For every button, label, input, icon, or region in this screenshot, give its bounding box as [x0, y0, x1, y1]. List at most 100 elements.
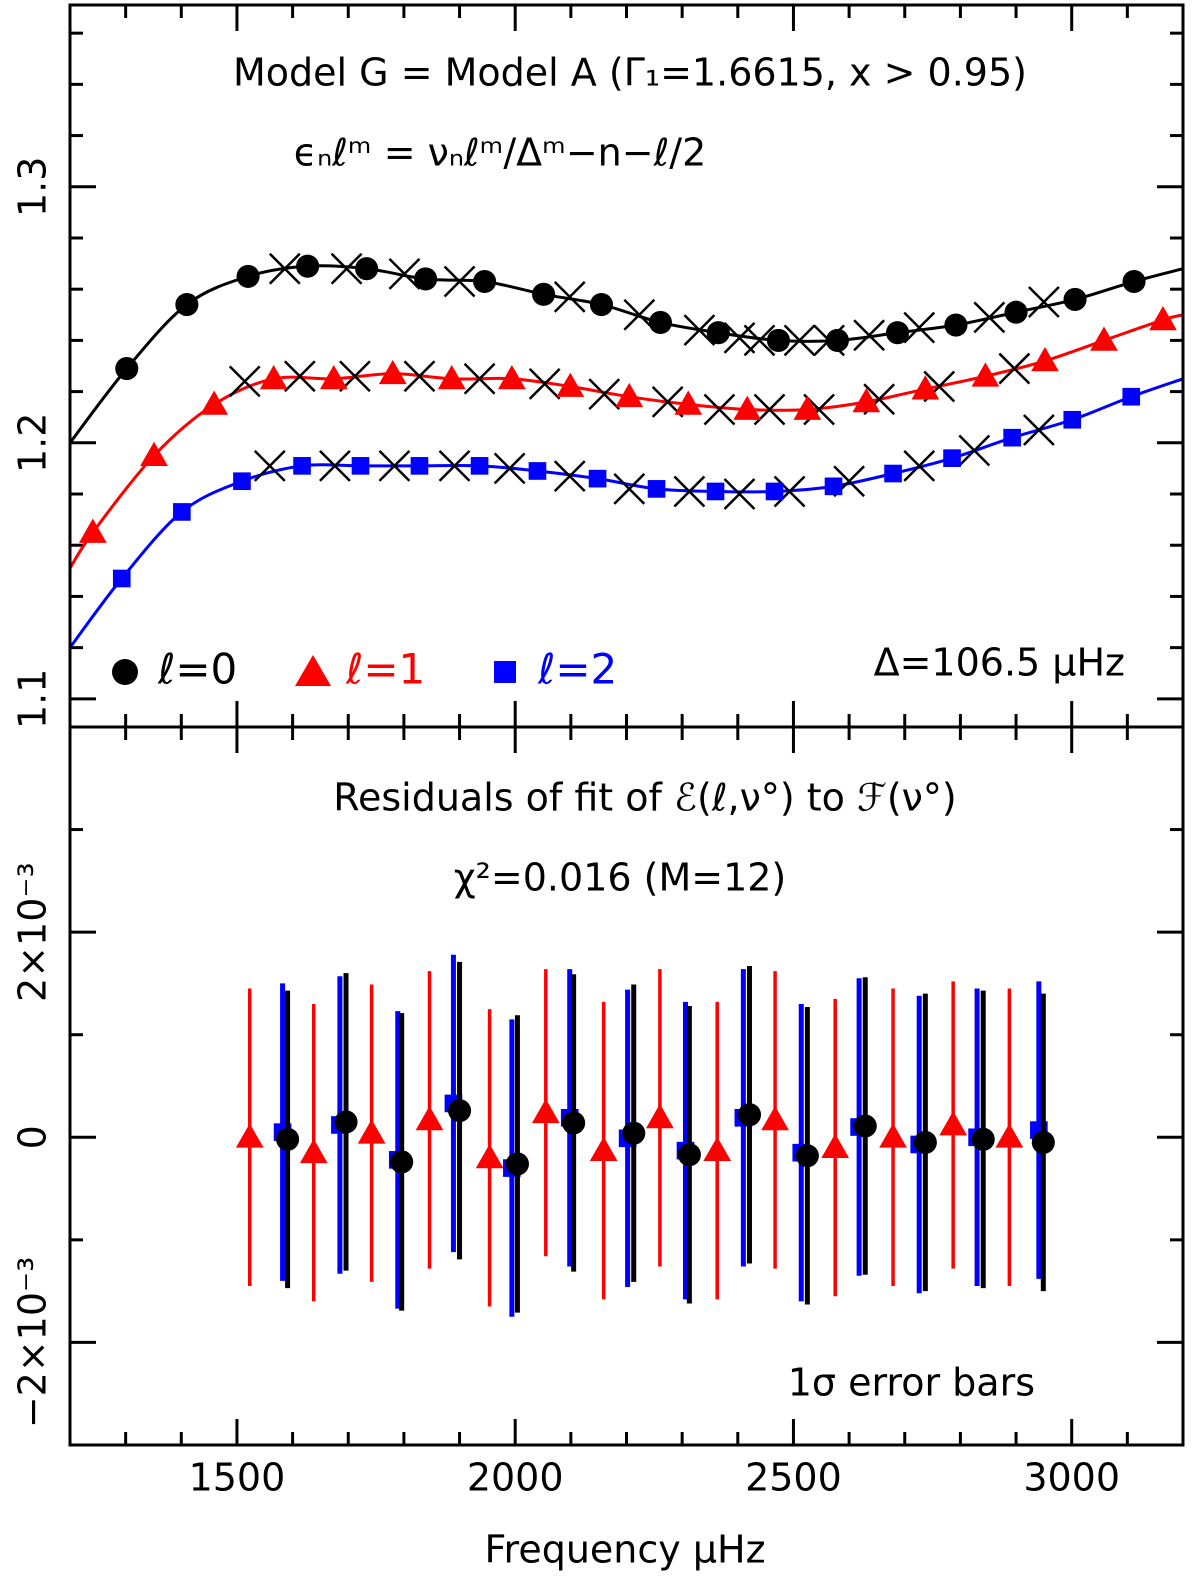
circle-marker [1031, 1130, 1055, 1154]
y-tick-label: 1.1 [11, 669, 55, 729]
chi2-annotation: χ²=0.016 (M=12) [454, 856, 787, 900]
circle-marker [115, 357, 139, 381]
circle-marker [913, 1130, 937, 1154]
cross-marker [553, 460, 586, 492]
triangle-marker [235, 1123, 264, 1148]
cross-marker [683, 314, 716, 347]
square-marker [706, 482, 725, 501]
circle-marker [236, 264, 260, 288]
circle-marker [414, 267, 438, 291]
circle-marker [296, 254, 320, 278]
x-tick-label: 2500 [745, 1456, 842, 1500]
square-marker [293, 457, 311, 475]
circle-marker [473, 269, 497, 294]
triangle-marker [995, 1123, 1024, 1148]
triangle-marker [200, 390, 228, 415]
cross-marker [283, 360, 316, 393]
triangle-marker [299, 1138, 328, 1164]
triangle-marker [437, 364, 466, 390]
triangle-marker [140, 441, 168, 467]
cross-marker [903, 311, 936, 344]
cross-marker [743, 324, 776, 357]
triangle-marker [475, 1143, 504, 1169]
y-tick-label: 0 [11, 1125, 55, 1149]
triangle-marker [674, 390, 703, 415]
triangle-marker [852, 387, 881, 413]
x-axis-label: Frequency μHz [484, 1528, 765, 1572]
cross-marker [998, 352, 1031, 385]
circle-marker [706, 321, 730, 345]
triangle-marker [911, 375, 940, 400]
cross-marker [228, 365, 261, 398]
cross-marker [253, 449, 286, 482]
cross-marker [613, 473, 646, 505]
legend-label: ℓ=2 [537, 645, 617, 694]
cross-marker [588, 378, 621, 411]
cross-marker [553, 280, 586, 313]
triangle-marker [498, 364, 526, 390]
legend-label: ℓ=1 [345, 645, 425, 694]
cross-marker [1027, 286, 1060, 318]
triangle-marker [939, 1111, 968, 1136]
circle-marker [1122, 269, 1146, 294]
legend-label: ℓ=0 [157, 645, 237, 694]
cross-marker [958, 434, 991, 467]
square-marker [173, 503, 191, 521]
triangle-marker [589, 1136, 618, 1162]
cross-marker [319, 449, 351, 482]
cross-marker [723, 321, 756, 354]
circle-marker [766, 328, 790, 352]
cross-marker [378, 449, 411, 482]
triangle-marker [646, 1103, 674, 1129]
cross-marker [673, 475, 706, 508]
cross-marker [783, 324, 816, 357]
cross-marker [388, 257, 421, 290]
triangle-marker [259, 364, 288, 390]
cross-marker [268, 252, 301, 285]
circle-marker [677, 1143, 701, 1167]
circle-marker [971, 1127, 995, 1151]
triangle-marker [1090, 326, 1118, 351]
triangle-marker [378, 359, 407, 385]
square-marker [1003, 428, 1021, 447]
square-marker [233, 472, 251, 491]
cross-marker [528, 368, 561, 400]
square-marker [884, 464, 902, 483]
triangle-marker [615, 382, 644, 408]
circle-marker [944, 313, 968, 337]
triangle-marker [319, 364, 348, 390]
legend-circle [112, 659, 138, 685]
triangle-marker [971, 362, 1000, 387]
square-marker [1063, 410, 1082, 429]
cross-marker [443, 265, 476, 298]
circle-marker [562, 1111, 586, 1135]
circle-marker [448, 1099, 472, 1123]
top-title: Model G = Model A (Γ₁=1.6615, x > 0.95) [233, 51, 1027, 95]
triangle-marker [821, 1133, 850, 1158]
triangle-marker [733, 395, 762, 420]
circle-marker [648, 310, 672, 335]
circle-marker [334, 1110, 358, 1134]
cross-marker [973, 301, 1006, 334]
cross-marker [330, 252, 363, 285]
circle-marker [589, 293, 614, 317]
circle-marker [1004, 300, 1028, 324]
triangle-marker [357, 1119, 386, 1144]
cross-marker [723, 478, 756, 510]
square-marker [112, 569, 131, 588]
triangle-marker [793, 395, 822, 420]
y-tick-label: 2×10⁻³ [11, 862, 55, 1002]
square-marker [824, 477, 843, 496]
circle-marker [885, 321, 910, 345]
circle-marker [825, 328, 849, 352]
cross-marker [438, 449, 471, 482]
x-tick-label: 3000 [1023, 1456, 1120, 1500]
cross-marker [493, 452, 526, 485]
y-tick-label: 1.3 [11, 157, 55, 217]
square-marker [588, 469, 607, 488]
square-marker [470, 457, 489, 475]
triangle-marker [556, 372, 585, 397]
triangle-marker [703, 1136, 732, 1162]
circle-marker [532, 282, 556, 306]
